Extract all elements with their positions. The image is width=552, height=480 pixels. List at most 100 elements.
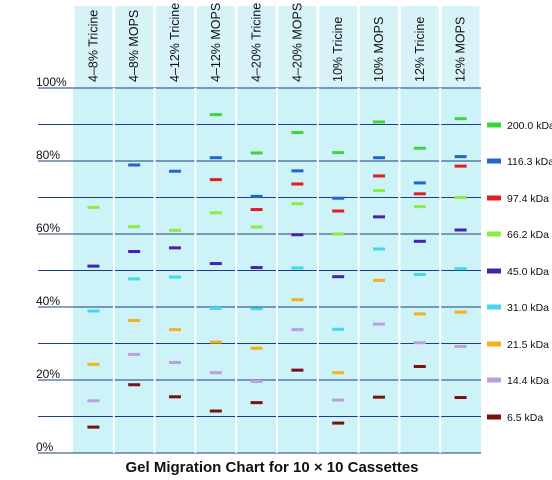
band-200-0-kda (209, 113, 222, 117)
lane-header-bg (441, 6, 480, 88)
band-14-4-kda (209, 371, 222, 375)
lane-header-area (74, 6, 480, 88)
y-tick-label: 100% (36, 75, 67, 89)
lane-labels: 4–8% Tricine 4–8% MOPS 4–12% Tricine 4–12% … (86, 3, 467, 82)
band-116-3-kda (413, 181, 426, 185)
legend-swatch (487, 158, 501, 164)
y-tick-label: 0% (36, 440, 54, 454)
band-21-5-kda (454, 310, 467, 314)
band-200-0-kda (291, 131, 304, 135)
band-66-2-kda (128, 225, 141, 229)
band-6-5-kda (454, 396, 467, 400)
lane-label: 12% Tricine (413, 17, 427, 82)
legend-label: 97.4 kDa (507, 193, 549, 205)
band-21-5-kda (332, 371, 345, 375)
band-14-4-kda (373, 322, 385, 326)
lane-label: 4–8% MOPS (127, 10, 141, 82)
legend-label: 31.0 kDa (507, 302, 549, 314)
band-116-3-kda (454, 155, 467, 159)
band-6-5-kda (169, 395, 181, 399)
band-14-4-kda (413, 341, 426, 345)
band-31-0-kda (373, 247, 385, 251)
lane-header-bg (400, 6, 439, 88)
band-116-3-kda (332, 196, 345, 200)
band-31-0-kda (169, 275, 181, 279)
band-14-4-kda (128, 352, 141, 356)
band-116-3-kda (128, 163, 141, 167)
band-66-2-kda (87, 205, 100, 209)
band-6-5-kda (87, 425, 100, 429)
band-66-2-kda (291, 202, 304, 206)
lane-header-bg (115, 6, 154, 88)
band-66-2-kda (209, 211, 222, 215)
lane-label: 4–20% Tricine (250, 3, 264, 82)
legend-label: 200.0 kDa (507, 120, 552, 132)
lane-header-bg (74, 6, 113, 88)
band-14-4-kda (87, 399, 100, 403)
band-31-0-kda (250, 307, 263, 311)
band-21-5-kda (291, 298, 304, 302)
band-116-3-kda (373, 156, 385, 160)
band-200-0-kda (250, 151, 263, 155)
band-200-0-kda (413, 146, 426, 150)
legend-label: 21.5 kDa (507, 339, 549, 351)
band-97-4-kda (291, 182, 304, 186)
band-21-5-kda (209, 340, 222, 344)
legend-swatch (487, 195, 501, 201)
lane-label: 4–12% Tricine (168, 3, 182, 82)
band-6-5-kda (373, 395, 385, 399)
band-116-3-kda (209, 156, 222, 160)
band-45-0-kda (373, 215, 385, 219)
band-45-0-kda (413, 239, 426, 243)
band-45-0-kda (209, 262, 222, 266)
legend-swatch (487, 304, 501, 310)
legend-swatch (487, 231, 501, 237)
legend: 200.0 kDa 116.3 kDa 97.4 kDa 66.2 kDa 45.0 k… (487, 120, 552, 424)
band-97-4-kda (413, 192, 426, 196)
band-200-0-kda (454, 117, 467, 121)
band-31-0-kda (454, 267, 467, 271)
y-tick-label: 20% (36, 367, 60, 381)
bands (87, 113, 467, 429)
band-21-5-kda (373, 278, 385, 282)
band-45-0-kda (250, 266, 263, 270)
band-14-4-kda (291, 328, 304, 332)
band-45-0-kda (169, 246, 181, 250)
band-66-2-kda (373, 189, 385, 193)
band-45-0-kda (332, 275, 345, 279)
legend-label: 116.3 kDa (507, 156, 552, 168)
lane-label: 4–12% MOPS (209, 3, 223, 82)
band-21-5-kda (87, 362, 100, 366)
lane-header-bg (156, 6, 194, 88)
band-31-0-kda (128, 277, 141, 281)
y-tick-label: 40% (36, 294, 60, 308)
lane-label: 10% MOPS (372, 17, 386, 82)
band-45-0-kda (454, 228, 467, 232)
band-45-0-kda (291, 233, 304, 237)
legend-label: 14.4 kDa (507, 375, 549, 387)
lane-header-bg (319, 6, 358, 88)
band-66-2-kda (413, 205, 426, 209)
band-97-4-kda (250, 208, 263, 212)
band-200-0-kda (373, 120, 385, 124)
y-tick-label: 80% (36, 148, 60, 162)
band-6-5-kda (209, 409, 222, 413)
band-31-0-kda (87, 309, 100, 313)
lane-header-bg (237, 6, 276, 88)
band-31-0-kda (413, 273, 426, 277)
y-axis-ticks: 0% 20% 40% 60% 80% 100% (36, 75, 67, 454)
legend-swatch (487, 122, 501, 128)
band-97-4-kda (373, 174, 385, 178)
y-tick-label: 60% (36, 221, 60, 235)
band-31-0-kda (209, 306, 222, 310)
band-66-2-kda (250, 225, 263, 229)
band-6-5-kda (291, 368, 304, 372)
band-97-4-kda (332, 209, 345, 213)
band-14-4-kda (332, 398, 345, 402)
legend-label: 6.5 kDa (507, 412, 543, 424)
band-6-5-kda (413, 364, 426, 368)
band-45-0-kda (128, 250, 141, 254)
band-14-4-kda (169, 360, 181, 364)
band-200-0-kda (332, 151, 345, 155)
band-21-5-kda (128, 319, 141, 323)
